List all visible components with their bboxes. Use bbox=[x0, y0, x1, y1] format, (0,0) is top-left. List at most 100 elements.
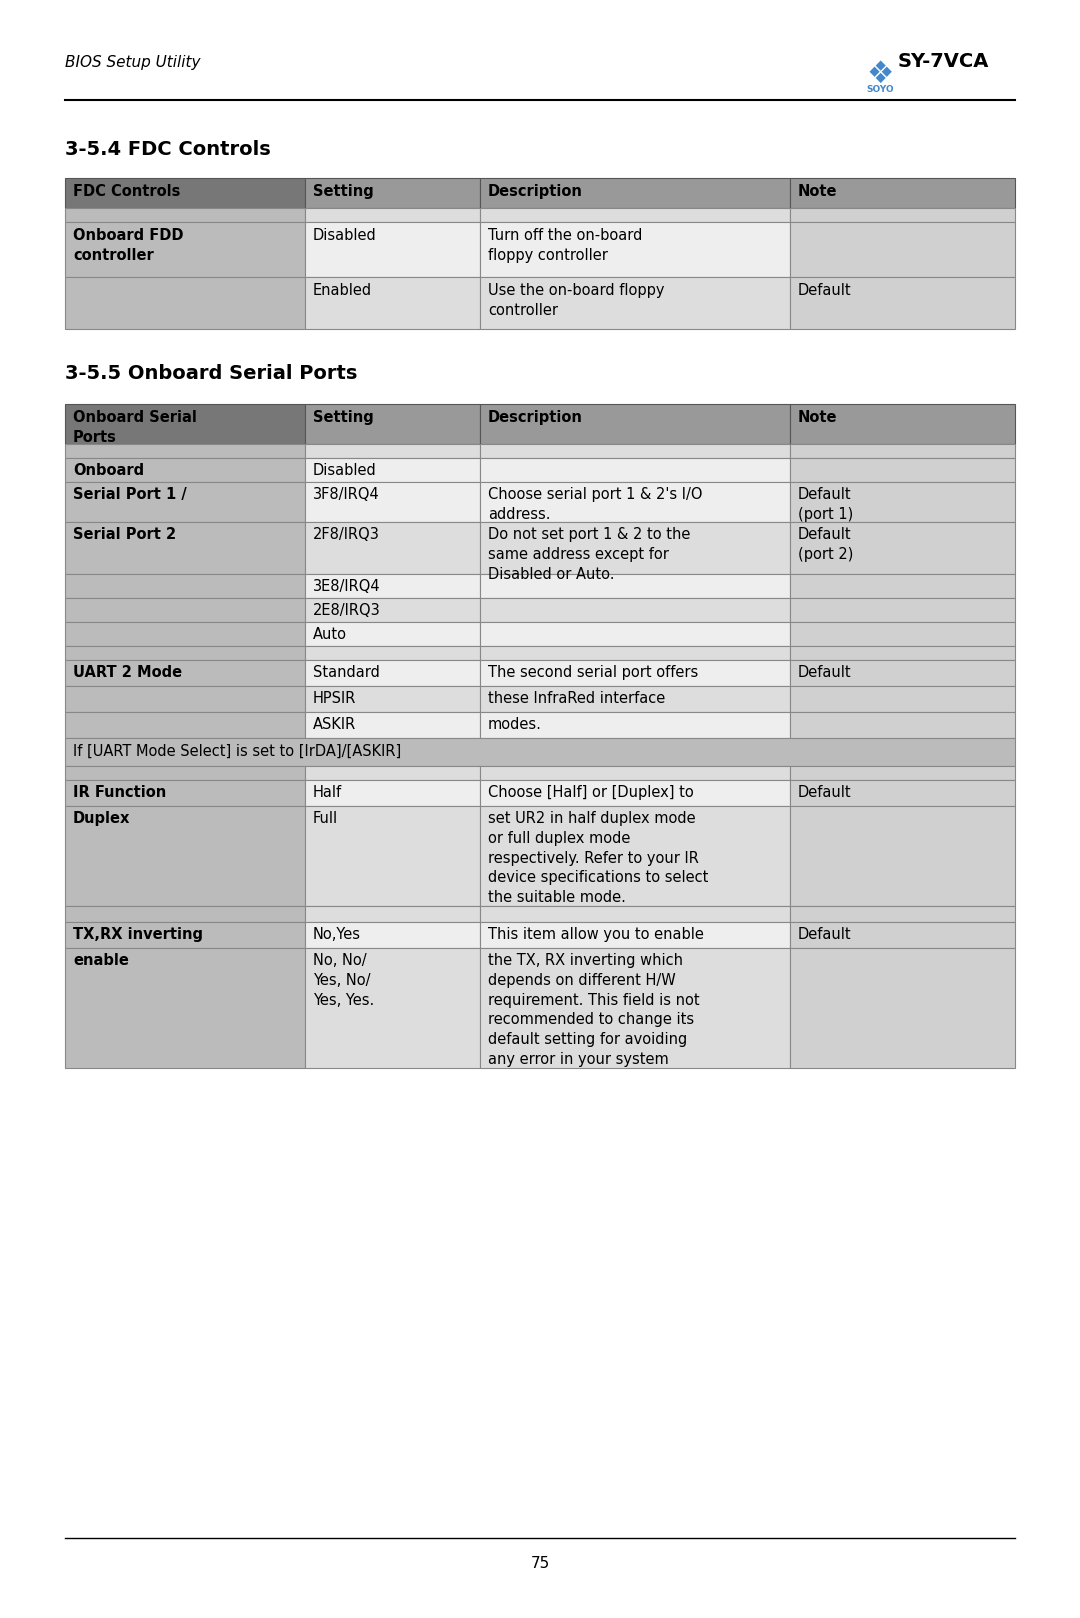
Text: 3-5.4 FDC Controls: 3-5.4 FDC Controls bbox=[65, 141, 271, 159]
Bar bbox=[480, 806, 789, 906]
Bar bbox=[480, 209, 789, 222]
Bar bbox=[305, 574, 480, 599]
Text: Serial Port 2: Serial Port 2 bbox=[73, 527, 176, 542]
Bar bbox=[65, 686, 305, 712]
Text: 3E8/IRQ4: 3E8/IRQ4 bbox=[313, 579, 380, 594]
Bar bbox=[65, 806, 305, 906]
Bar bbox=[65, 738, 1015, 765]
Bar bbox=[65, 765, 305, 780]
Text: Description: Description bbox=[488, 184, 583, 199]
Bar bbox=[305, 404, 480, 443]
Text: Enabled: Enabled bbox=[313, 283, 373, 298]
Bar bbox=[65, 922, 305, 948]
Bar bbox=[305, 222, 480, 277]
Text: FDC Controls: FDC Controls bbox=[73, 184, 180, 199]
Bar bbox=[480, 443, 789, 458]
Bar bbox=[65, 712, 305, 738]
Text: enable: enable bbox=[73, 953, 129, 968]
Text: Half: Half bbox=[313, 785, 342, 799]
Text: Note: Note bbox=[798, 409, 837, 426]
Bar bbox=[480, 574, 789, 599]
Bar bbox=[789, 660, 1015, 686]
Bar bbox=[65, 178, 305, 209]
Text: 3F8/IRQ4: 3F8/IRQ4 bbox=[313, 487, 380, 502]
Text: Duplex: Duplex bbox=[73, 811, 131, 827]
Bar bbox=[789, 209, 1015, 222]
Text: Default
(port 1): Default (port 1) bbox=[798, 487, 853, 521]
Text: SY-7VCA: SY-7VCA bbox=[897, 52, 989, 71]
Text: 2E8/IRQ3: 2E8/IRQ3 bbox=[313, 604, 381, 618]
Text: Disabled: Disabled bbox=[313, 228, 377, 243]
Text: Setting: Setting bbox=[313, 184, 374, 199]
Bar bbox=[789, 621, 1015, 646]
Text: ❖: ❖ bbox=[866, 60, 893, 89]
Bar bbox=[789, 599, 1015, 621]
Text: SOYO: SOYO bbox=[866, 86, 894, 94]
Bar bbox=[480, 458, 789, 482]
Bar bbox=[789, 922, 1015, 948]
Bar bbox=[305, 458, 480, 482]
Bar bbox=[65, 621, 305, 646]
Text: IR Function: IR Function bbox=[73, 785, 166, 799]
Bar bbox=[305, 712, 480, 738]
Text: these InfraRed interface: these InfraRed interface bbox=[488, 691, 665, 705]
Bar bbox=[480, 482, 789, 523]
Bar bbox=[480, 178, 789, 209]
Text: Onboard FDD
controller: Onboard FDD controller bbox=[73, 228, 184, 262]
Text: Auto: Auto bbox=[313, 628, 347, 642]
Bar bbox=[480, 780, 789, 806]
Bar bbox=[305, 686, 480, 712]
Text: Note: Note bbox=[798, 184, 837, 199]
Bar bbox=[65, 574, 305, 599]
Bar bbox=[480, 222, 789, 277]
Text: Default: Default bbox=[798, 665, 852, 680]
Text: No,Yes: No,Yes bbox=[313, 927, 361, 942]
Bar bbox=[65, 277, 305, 328]
Bar bbox=[789, 948, 1015, 1068]
Text: Choose serial port 1 & 2's I/O
address.: Choose serial port 1 & 2's I/O address. bbox=[488, 487, 702, 521]
Bar bbox=[480, 712, 789, 738]
Bar bbox=[65, 458, 305, 482]
Bar bbox=[65, 443, 305, 458]
Text: Standard: Standard bbox=[313, 665, 380, 680]
Bar bbox=[480, 599, 789, 621]
Text: the TX, RX inverting which
depends on different H/W
requirement. This field is n: the TX, RX inverting which depends on di… bbox=[488, 953, 700, 1066]
Bar bbox=[480, 646, 789, 660]
Text: Default: Default bbox=[798, 927, 852, 942]
Text: Setting: Setting bbox=[313, 409, 374, 426]
Text: Default: Default bbox=[798, 283, 852, 298]
Bar bbox=[305, 906, 480, 922]
Text: Disabled: Disabled bbox=[313, 463, 377, 477]
Bar bbox=[305, 178, 480, 209]
Bar bbox=[65, 209, 305, 222]
Text: BIOS Setup Utility: BIOS Setup Utility bbox=[65, 55, 201, 70]
Text: Use the on-board floppy
controller: Use the on-board floppy controller bbox=[488, 283, 664, 317]
Bar bbox=[305, 922, 480, 948]
Bar bbox=[305, 806, 480, 906]
Text: ASKIR: ASKIR bbox=[313, 717, 356, 731]
Text: Do not set port 1 & 2 to the
same address except for
Disabled or Auto.: Do not set port 1 & 2 to the same addres… bbox=[488, 527, 690, 581]
Text: 75: 75 bbox=[530, 1557, 550, 1571]
Bar bbox=[480, 523, 789, 574]
Bar bbox=[789, 178, 1015, 209]
Bar bbox=[65, 660, 305, 686]
Bar bbox=[789, 523, 1015, 574]
Text: 2F8/IRQ3: 2F8/IRQ3 bbox=[313, 527, 380, 542]
Bar bbox=[480, 765, 789, 780]
Bar bbox=[305, 482, 480, 523]
Bar bbox=[789, 712, 1015, 738]
Text: Serial Port 1 /: Serial Port 1 / bbox=[73, 487, 187, 502]
Bar bbox=[789, 646, 1015, 660]
Bar bbox=[305, 660, 480, 686]
Text: The second serial port offers: The second serial port offers bbox=[488, 665, 699, 680]
Bar bbox=[65, 523, 305, 574]
Text: HPSIR: HPSIR bbox=[313, 691, 356, 705]
Bar bbox=[305, 277, 480, 328]
Bar bbox=[480, 906, 789, 922]
Bar bbox=[305, 646, 480, 660]
Bar bbox=[789, 404, 1015, 443]
Bar bbox=[65, 482, 305, 523]
Bar bbox=[305, 948, 480, 1068]
Bar bbox=[65, 948, 305, 1068]
Bar bbox=[65, 599, 305, 621]
